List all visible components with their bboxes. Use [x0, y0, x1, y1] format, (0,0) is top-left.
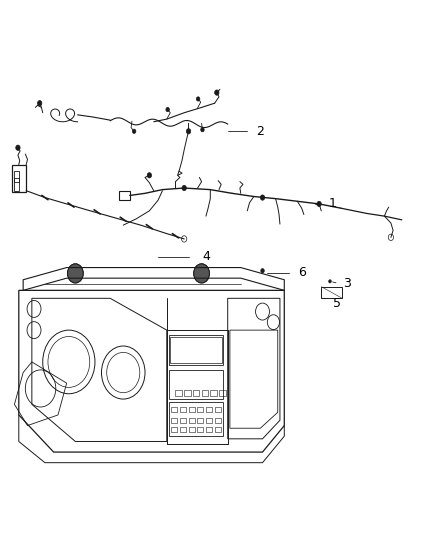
- Bar: [193, 390, 199, 396]
- Bar: [169, 402, 223, 436]
- Bar: [206, 407, 212, 413]
- Bar: [171, 418, 177, 423]
- Bar: [215, 426, 221, 432]
- Text: 4: 4: [202, 251, 210, 263]
- Bar: [197, 418, 203, 423]
- Bar: [201, 390, 208, 396]
- Bar: [170, 337, 222, 363]
- Circle shape: [260, 195, 265, 200]
- Circle shape: [215, 90, 219, 95]
- Bar: [180, 418, 186, 423]
- Bar: [184, 390, 191, 396]
- Bar: [169, 335, 223, 365]
- Bar: [171, 407, 177, 413]
- Circle shape: [328, 280, 331, 283]
- Circle shape: [196, 97, 200, 101]
- Text: 6: 6: [298, 266, 306, 279]
- Bar: [14, 171, 19, 182]
- Circle shape: [194, 264, 209, 283]
- Circle shape: [132, 129, 136, 133]
- Bar: [180, 407, 186, 413]
- Bar: [169, 370, 223, 399]
- Bar: [12, 165, 26, 192]
- Bar: [188, 418, 194, 423]
- Bar: [180, 426, 186, 432]
- Bar: [215, 418, 221, 423]
- Bar: [215, 407, 221, 413]
- Circle shape: [67, 264, 83, 283]
- Bar: [210, 390, 217, 396]
- Bar: [321, 287, 342, 298]
- Bar: [206, 418, 212, 423]
- Circle shape: [186, 128, 191, 134]
- Text: 1: 1: [328, 197, 336, 211]
- Bar: [14, 179, 19, 191]
- Bar: [188, 426, 194, 432]
- Bar: [188, 407, 194, 413]
- Bar: [206, 426, 212, 432]
- Bar: [219, 390, 226, 396]
- Circle shape: [261, 269, 264, 273]
- Bar: [119, 191, 130, 200]
- Circle shape: [201, 127, 204, 132]
- Text: 2: 2: [256, 125, 264, 138]
- Text: 3: 3: [343, 277, 351, 290]
- Circle shape: [38, 101, 42, 106]
- Circle shape: [16, 145, 20, 150]
- Circle shape: [182, 185, 186, 191]
- Bar: [197, 407, 203, 413]
- Circle shape: [317, 201, 321, 207]
- Circle shape: [147, 173, 152, 178]
- Bar: [176, 390, 182, 396]
- Bar: [171, 426, 177, 432]
- Text: 5: 5: [332, 297, 340, 310]
- Bar: [197, 426, 203, 432]
- Circle shape: [166, 108, 170, 112]
